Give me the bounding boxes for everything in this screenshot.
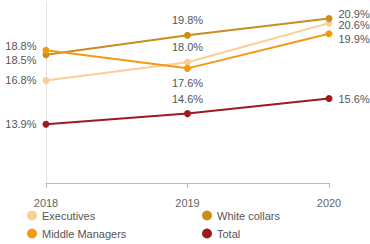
svg-text:2019: 2019 [175,197,199,209]
svg-text:19.8%: 19.8% [172,14,203,26]
svg-text:13.9%: 13.9% [5,118,36,130]
svg-text:16.8%: 16.8% [5,74,36,86]
svg-text:18.5%: 18.5% [5,54,36,66]
svg-text:20.9%: 20.9% [339,8,370,20]
svg-text:20.6%: 20.6% [339,19,370,31]
svg-text:17.6%: 17.6% [172,77,203,89]
svg-text:2018: 2018 [34,197,58,209]
svg-text:14.6%: 14.6% [172,93,203,105]
svg-text:Middle Managers: Middle Managers [42,228,127,240]
svg-text:Total: Total [217,228,240,240]
svg-text:18.8%: 18.8% [5,40,36,52]
svg-text:19.9%: 19.9% [339,33,370,45]
svg-text:2020: 2020 [317,197,341,209]
svg-text:White collars: White collars [217,210,280,222]
svg-text:18.0%: 18.0% [172,41,203,53]
svg-text:15.6%: 15.6% [339,93,370,105]
svg-text:Executives: Executives [42,210,96,222]
